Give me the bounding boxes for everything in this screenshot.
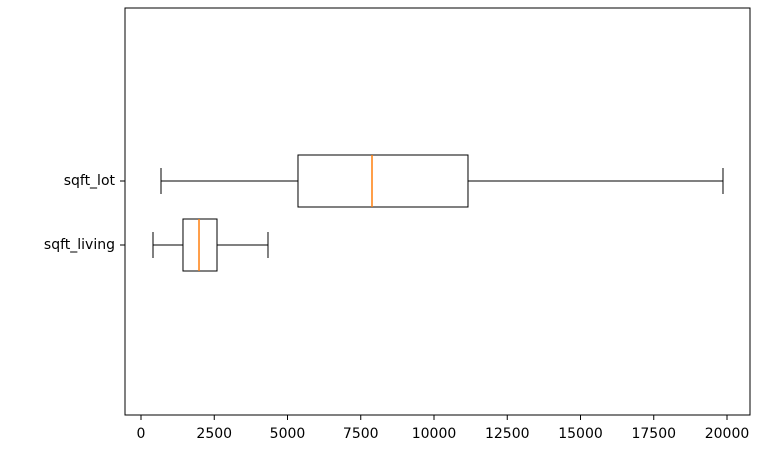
x-tick-label: 15000 (558, 426, 603, 442)
x-tick-label: 10000 (412, 426, 457, 442)
y-tick-label: sqft_living (44, 237, 115, 253)
x-tick-label: 12500 (485, 426, 530, 442)
y-tick-label: sqft_lot (64, 173, 116, 189)
box (182, 218, 218, 272)
x-tick-label: 7500 (343, 426, 379, 442)
x-tick-label: 0 (137, 426, 146, 442)
axes-frame (124, 7, 751, 416)
x-tick-label: 2500 (196, 426, 232, 442)
box (297, 154, 469, 208)
x-tick-label: 5000 (270, 426, 306, 442)
x-tick-label: 17500 (631, 426, 676, 442)
x-tick-label: 20000 (705, 426, 750, 442)
